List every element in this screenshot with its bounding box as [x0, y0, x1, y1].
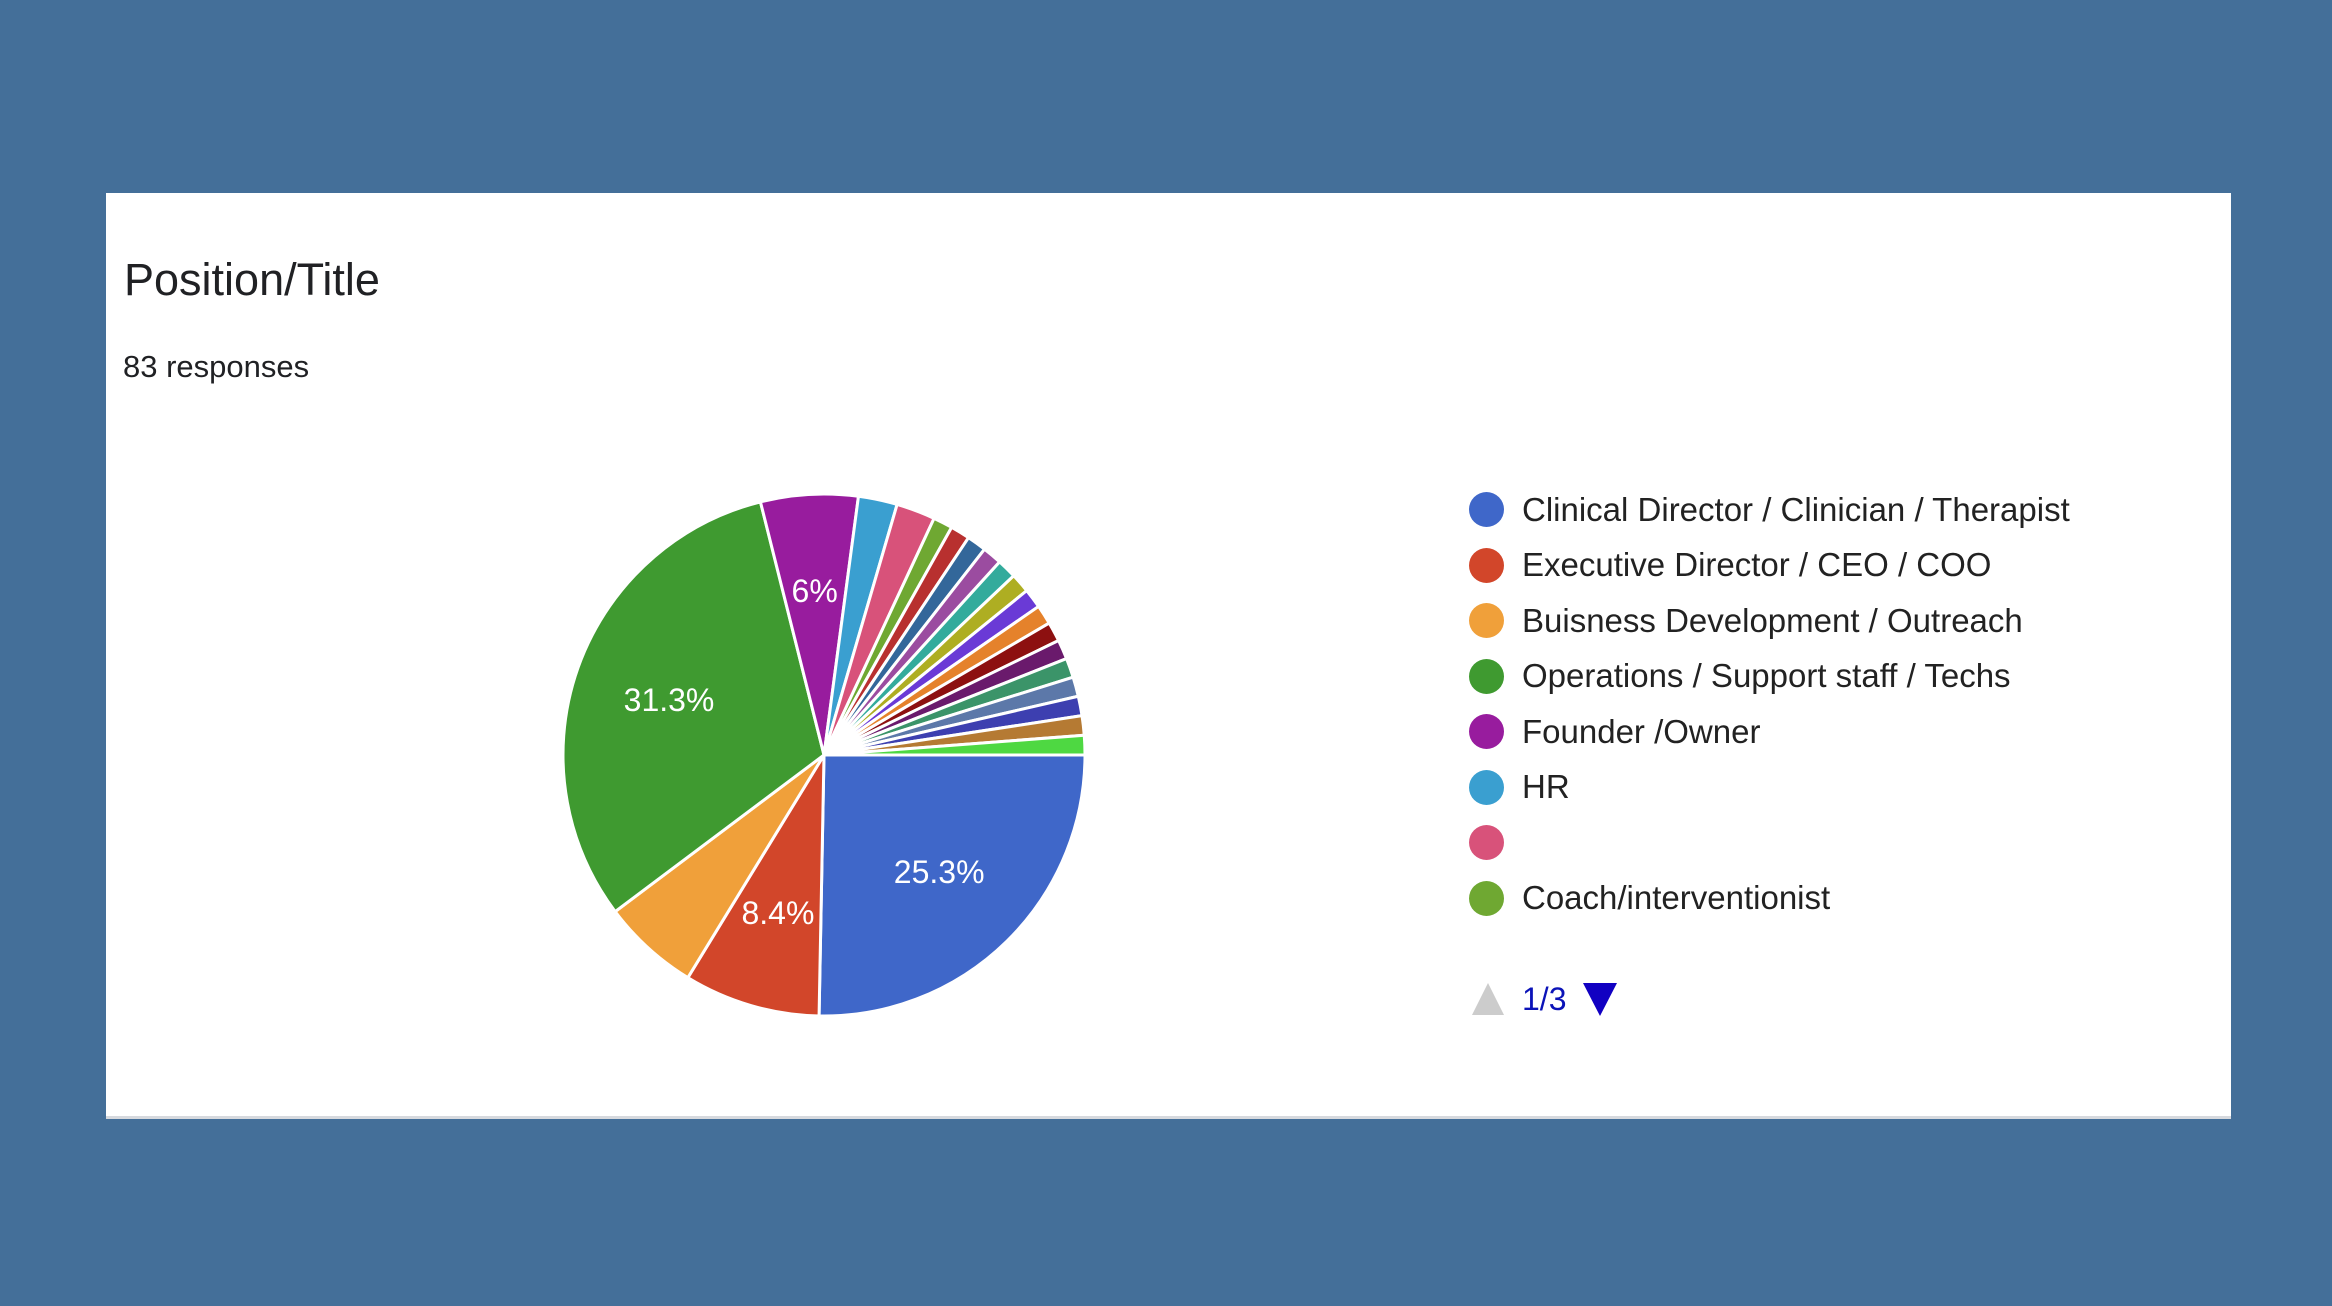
legend-label: HR	[1522, 768, 1570, 806]
legend-item[interactable]	[1469, 815, 2209, 871]
chart-card: Position/Title 83 responses 25.3% 8.4% 31.…	[106, 193, 2231, 1119]
legend-dot-icon	[1469, 714, 1504, 750]
legend-dot-icon	[1469, 658, 1504, 694]
legend-label: Buisness Development / Outreach	[1522, 601, 2023, 639]
pie-slice[interactable]	[817, 753, 1087, 1018]
slice-percent-label: 25.3%	[893, 854, 985, 891]
slice-percent-label: 31.3%	[623, 682, 715, 719]
legend-dot-icon	[1469, 492, 1504, 528]
legend-label: Clinical Director / Clinician / Therapis…	[1522, 490, 2070, 528]
legend-pager: 1/3	[1472, 981, 1618, 1017]
pie-slice[interactable]	[561, 500, 826, 914]
legend-dot-icon	[1469, 825, 1504, 861]
legend-label: Executive Director / CEO / COO	[1522, 546, 1992, 584]
pie-slice[interactable]	[823, 733, 1087, 757]
legend-label: Coach/interventionist	[1522, 879, 1831, 917]
triangle-up-icon[interactable]	[1472, 983, 1504, 1015]
pie-svg	[561, 492, 1087, 1018]
legend: Clinical Director / Clinician / Therapis…	[1469, 482, 2209, 926]
response-count: 83 responses	[123, 349, 310, 384]
legend-item[interactable]: Founder /Owner	[1469, 704, 2209, 760]
legend-item[interactable]: HR	[1469, 760, 2209, 816]
legend-dot-icon	[1469, 769, 1504, 805]
pie-slice[interactable]	[685, 749, 826, 1018]
pie-chart: 25.3% 8.4% 31.3% 6%	[106, 193, 1406, 1116]
legend-item[interactable]: Executive Director / CEO / COO	[1469, 538, 2209, 594]
triangle-down-icon[interactable]	[1583, 982, 1618, 1016]
legend-item[interactable]: Operations / Support staff / Techs	[1469, 649, 2209, 705]
legend-item[interactable]: Coach/interventionist	[1469, 871, 2209, 927]
legend-dot-icon	[1469, 603, 1504, 639]
legend-dot-icon	[1469, 547, 1504, 583]
chart-title: Position/Title	[124, 254, 380, 305]
slice-percent-label: 8.4%	[741, 894, 815, 931]
legend-label: Operations / Support staff / Techs	[1522, 657, 2011, 695]
legend-dot-icon	[1469, 880, 1504, 916]
legend-page-indicator: 1/3	[1522, 981, 1567, 1017]
legend-item[interactable]: Clinical Director / Clinician / Therapis…	[1469, 482, 2209, 538]
slice-percent-label: 6%	[791, 572, 838, 609]
legend-label: Founder /Owner	[1522, 712, 1761, 750]
legend-item[interactable]: Buisness Development / Outreach	[1469, 593, 2209, 649]
